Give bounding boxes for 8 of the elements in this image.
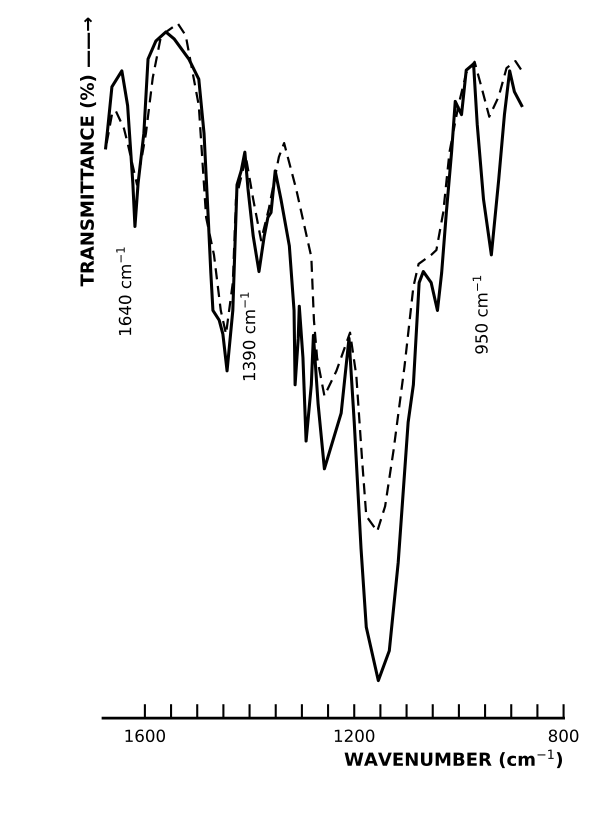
annotation: 1640 cm$^{−1}$ [116,247,132,336]
x-tick-label: 800 [548,730,578,742]
y-axis-title: TRANSMITTANCE (%) ——→ [80,18,96,286]
annotation: 1390 cm$^{−1}$ [240,292,256,380]
annotation: 950 cm$^{−1}$ [472,276,488,354]
x-tick-label: 1600 [126,730,165,742]
x-tick-label: 1200 [334,730,374,742]
x-axis-title: WAVENUMBER (cm$^{−1}$) [344,750,562,768]
